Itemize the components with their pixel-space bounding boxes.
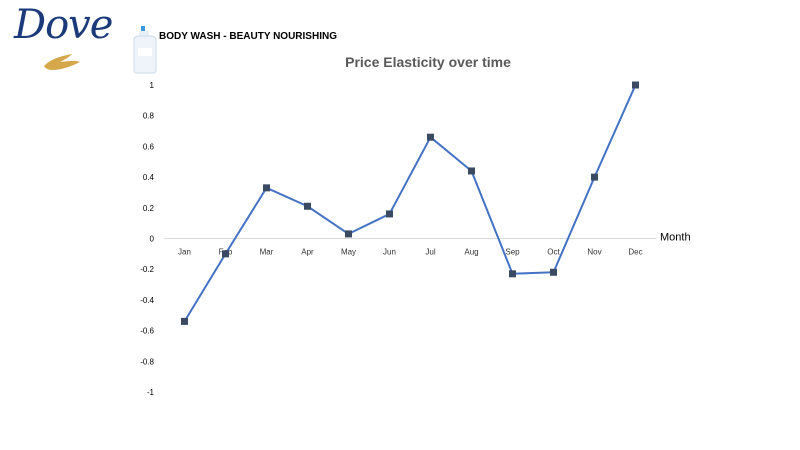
y-tick-label: -0.4: [140, 296, 154, 305]
dove-bird-icon: [44, 54, 80, 70]
brand-logo: Dove: [14, 2, 114, 74]
x-tick-label: Jul: [425, 248, 435, 257]
data-point-marker: [591, 173, 598, 181]
y-tick-label: -0.6: [140, 327, 154, 336]
x-tick-label: Aug: [464, 248, 478, 257]
series-line: [183, 84, 637, 322]
y-tick-label: 0: [150, 235, 155, 244]
x-axis-title: Month: [660, 232, 691, 244]
data-point-marker: [468, 167, 475, 175]
data-point-marker: [263, 184, 270, 192]
data-point-marker: [222, 250, 229, 258]
y-tick-label: 0.4: [143, 173, 155, 182]
brand-logo-text: Dove: [14, 2, 113, 48]
data-point-marker: [386, 210, 393, 218]
y-tick-label: 0.2: [143, 204, 155, 213]
product-title: BODY WASH - BEAUTY NOURISHING: [159, 31, 337, 42]
y-tick-label: 1: [150, 81, 155, 90]
y-tick-label: 0.8: [143, 112, 155, 121]
x-tick-label: Dec: [628, 248, 642, 257]
data-point-marker: [345, 230, 352, 238]
x-tick-label: May: [341, 248, 356, 257]
y-tick-label: -0.8: [140, 357, 154, 366]
x-tick-label: Nov: [587, 248, 601, 257]
x-tick-label: Jun: [383, 248, 396, 257]
y-tick-label: -1: [147, 388, 155, 397]
y-tick-label: 0.6: [143, 142, 155, 151]
product-bottle-image: [133, 26, 157, 74]
x-tick-label: Mar: [260, 248, 274, 257]
data-point-marker: [181, 317, 188, 325]
data-point-marker: [427, 133, 434, 141]
data-point-marker: [550, 268, 557, 276]
x-tick-label: Apr: [301, 248, 314, 257]
data-point-marker: [304, 202, 311, 210]
x-tick-label: Oct: [547, 248, 560, 257]
x-tick-label: Jan: [178, 248, 191, 257]
chart-title: Price Elasticity over time: [345, 54, 511, 70]
data-point-marker: [509, 270, 516, 278]
x-tick-label: Sep: [505, 248, 520, 257]
y-tick-label: -0.2: [140, 265, 154, 274]
data-point-marker: [632, 81, 639, 89]
